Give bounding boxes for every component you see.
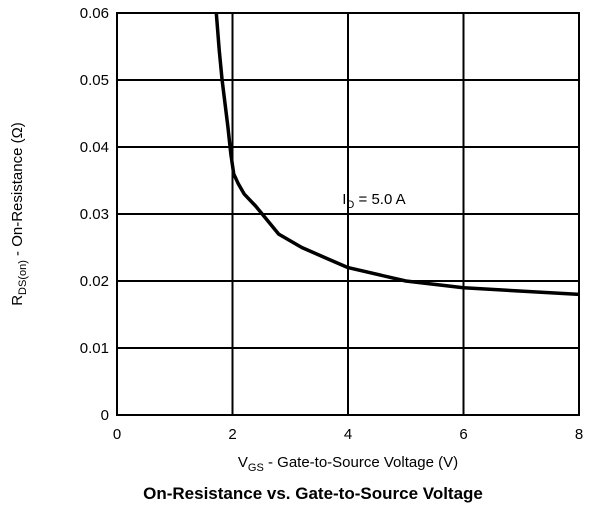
x-tick-label: 2 [228, 426, 236, 443]
x-tick-label: 4 [344, 426, 352, 443]
y-tick-labels: 0 0.01 0.02 0.03 0.04 0.05 0.06 [80, 5, 109, 424]
current-annotation: ID = 5.0 A [342, 191, 405, 211]
y-tick-label: 0 [101, 407, 109, 424]
y-tick-label: 0.04 [80, 139, 109, 156]
y-tick-label: 0.06 [80, 5, 109, 22]
x-tick-label: 0 [113, 426, 121, 443]
grid-lines [117, 13, 579, 415]
y-tick-label: 0.03 [80, 206, 109, 223]
x-tick-label: 6 [459, 426, 467, 443]
plot-frame [116, 12, 580, 416]
series-line [214, 12, 580, 297]
y-axis-label: RDS(on) - On-Resistance (Ω) [9, 122, 29, 306]
chart: 0 2 4 6 8 0 0.01 0.02 0.03 0.04 0.05 0.06 ID = 5.0… [9, 5, 583, 474]
y-tick-label: 0.02 [80, 273, 109, 290]
x-tick-labels: 0 2 4 6 8 [113, 426, 583, 443]
x-tick-label: 8 [575, 426, 583, 443]
chart-title: On-Resistance vs. Gate-to-Source Voltage [143, 484, 483, 503]
x-axis-label: VGS - Gate-to-Source Voltage (V) [238, 454, 458, 474]
y-tick-label: 0.05 [80, 72, 109, 89]
y-tick-label: 0.01 [80, 340, 109, 357]
data-series [214, 12, 580, 297]
